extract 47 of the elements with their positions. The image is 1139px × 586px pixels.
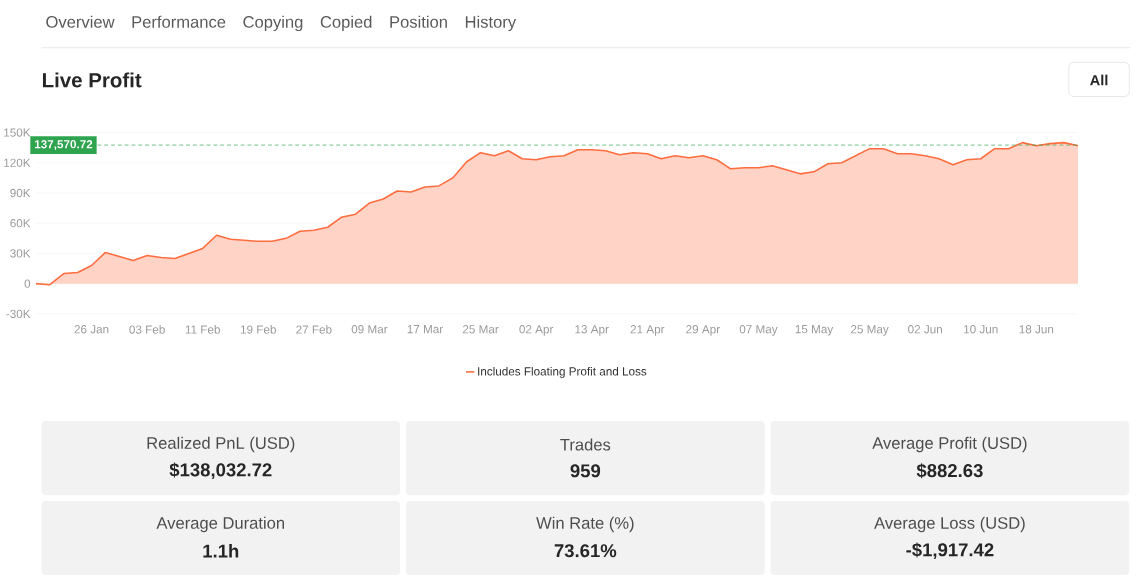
ref-line-label: 137,570.72 (34, 140, 93, 151)
x-tick-label: 27 Feb (296, 325, 332, 334)
x-tick-label: 15 May (795, 325, 834, 336)
x-tick-label: 02 Apr (519, 325, 554, 336)
text: History (465, 15, 517, 32)
text: Copying (243, 15, 303, 32)
category-label: Average Loss (USD) (874, 516, 1025, 533)
text: 73.61% (554, 544, 617, 558)
text: $882.63 (916, 463, 983, 479)
x-tick-label: 29 Apr (686, 325, 720, 336)
x-tick-label: 26 Jan (74, 325, 109, 334)
x-tick-label: 09 Mar (351, 325, 388, 334)
x-tick-label: 11 Feb (185, 325, 220, 334)
category-label: Trades (560, 438, 611, 451)
x-tick-label: 17 Mar (407, 325, 443, 334)
text: -$1,917.42 (906, 542, 994, 560)
text: All (1090, 74, 1108, 86)
x-tick-label: 21 Apr (630, 325, 665, 336)
x-tick-label: 02 Jun (908, 325, 942, 334)
category-label: Average Profit (USD) (872, 436, 1027, 453)
text: 959 (570, 464, 601, 478)
category-label: Average Duration (156, 516, 284, 533)
text: $138,032.72 (169, 462, 272, 480)
text: 1.1h (203, 544, 239, 558)
x-tick-label: 25 May (850, 325, 889, 336)
x-tick-label: 07 May (739, 325, 778, 336)
y-tick-label: 30K (10, 249, 31, 258)
text: Position (390, 15, 447, 28)
x-tick-label: 19 Feb (240, 325, 276, 334)
text: Overview (46, 15, 115, 28)
y-tick-label: 60K (10, 219, 31, 228)
y-tick-label: -30K (6, 309, 31, 319)
x-tick-label: 18 Jun (1019, 325, 1054, 334)
category-label: Realized PnL (USD) (147, 436, 295, 453)
x-tick-label: 25 Mar (462, 325, 499, 334)
x-tick-label: 03 Feb (129, 325, 165, 334)
legend-label: Includes Floating Profit and Loss (478, 367, 647, 378)
text: Copied (320, 15, 372, 32)
chart-title: Live Profit (42, 72, 142, 88)
x-tick-label: 13 Apr (575, 325, 609, 336)
category-label: Win Rate (%) (536, 516, 634, 533)
y-tick-label: 120K (4, 158, 31, 167)
text: Performance (132, 15, 226, 28)
y-tick-label: 90K (10, 188, 31, 198)
y-tick-label: 150K (4, 128, 31, 137)
x-tick-label: 10 Jun (964, 325, 998, 334)
y-tick-label: 0 (24, 279, 31, 288)
